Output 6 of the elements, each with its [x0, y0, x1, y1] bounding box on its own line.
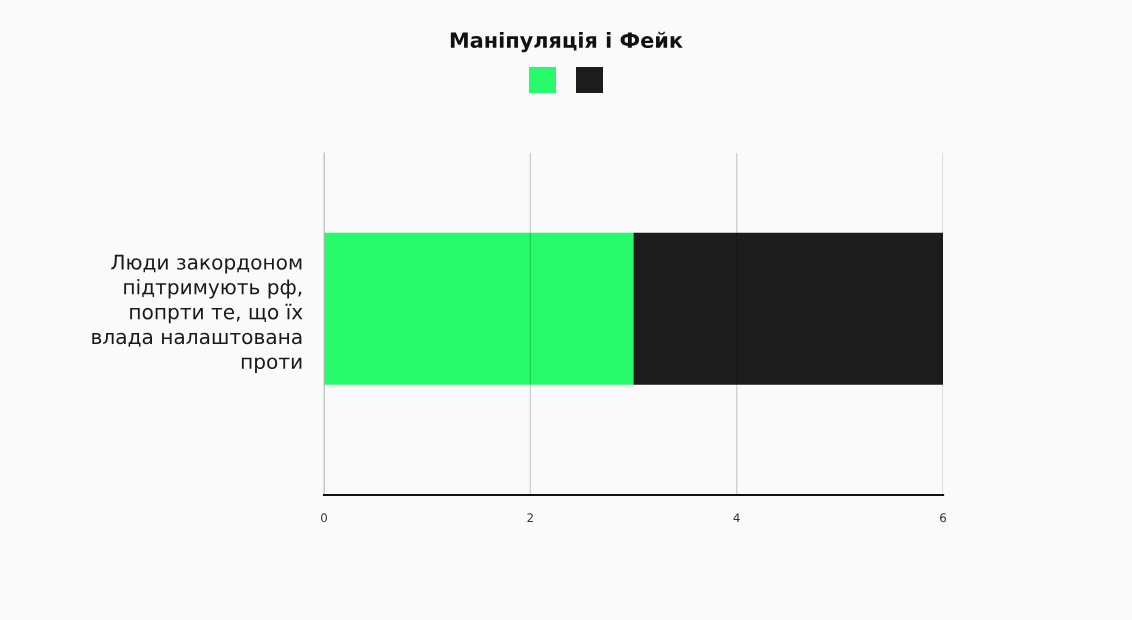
x-tick-label: 6: [940, 513, 947, 523]
x-tick-label: 2: [527, 513, 533, 523]
y-tick-label: Люди закордоном підтримують рф, попрти те, що їх влада налаштована проти: [92, 254, 303, 374]
x-tick-label: 4: [733, 513, 740, 523]
chart-title: Маніпуляція і Фейк: [450, 31, 683, 53]
x-tick-label: 0: [321, 513, 327, 523]
